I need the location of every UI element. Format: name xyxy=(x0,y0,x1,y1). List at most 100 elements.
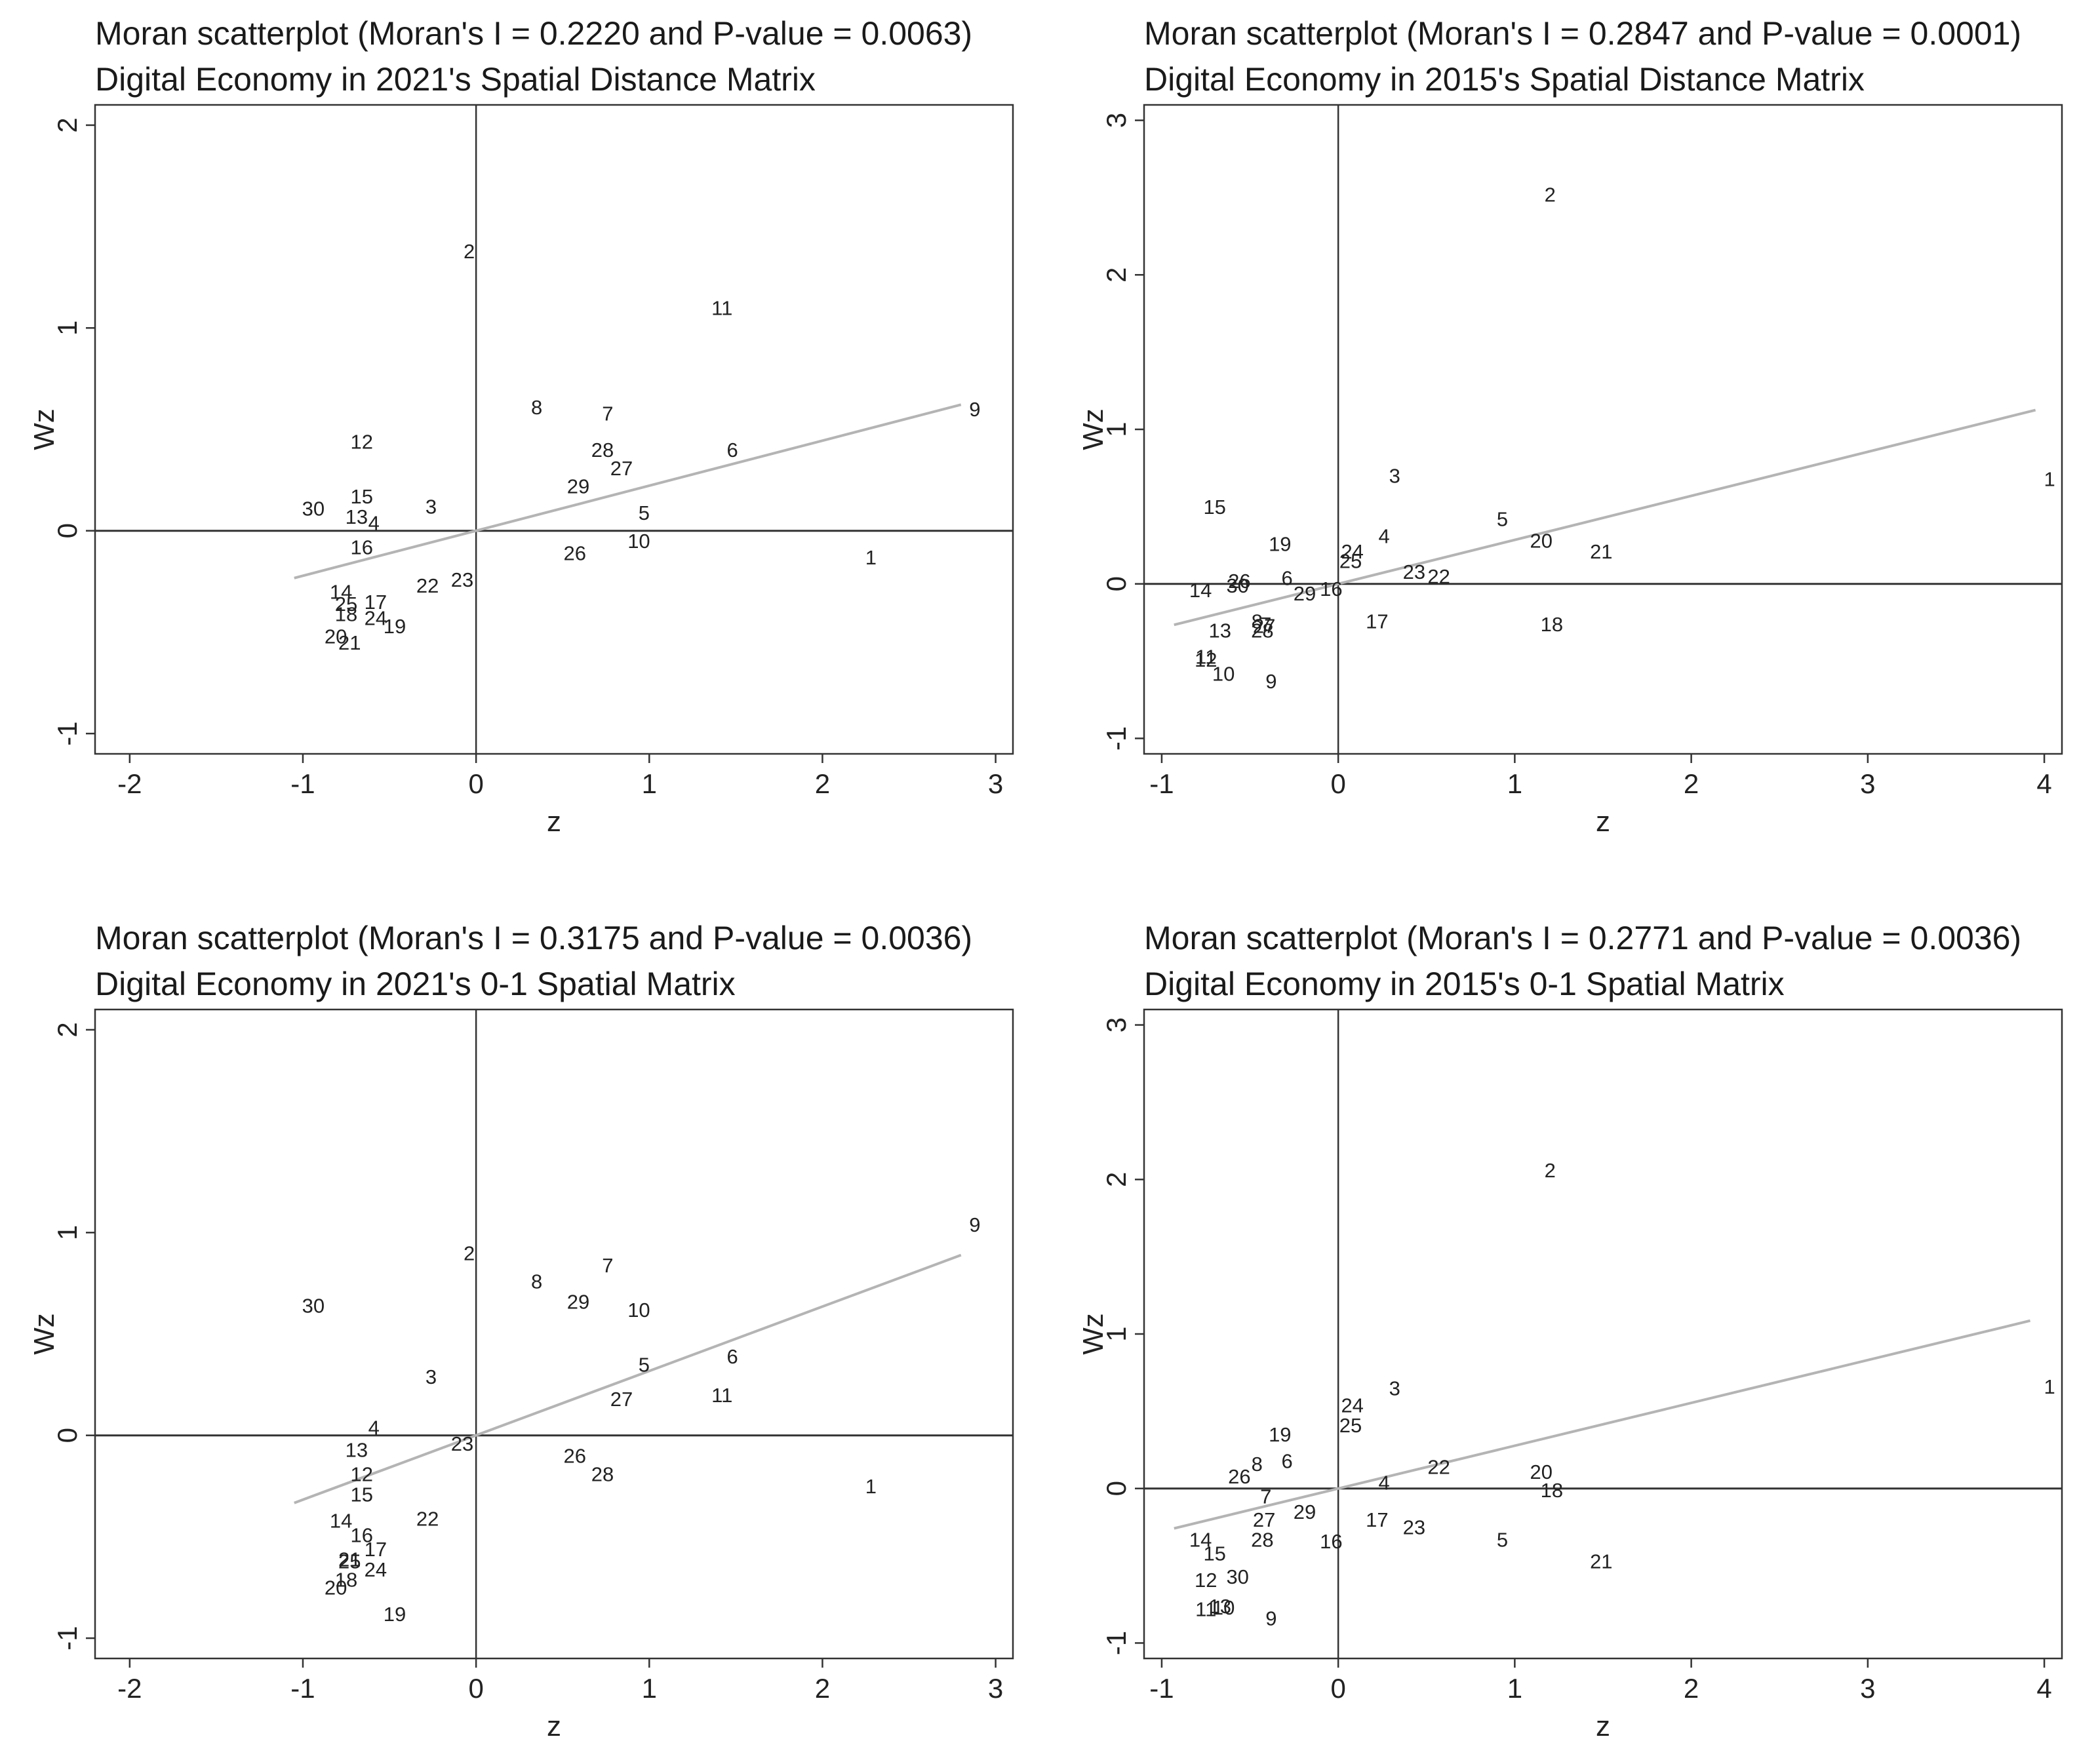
x-tick-label: 1 xyxy=(642,768,657,799)
y-axis-title: Wz xyxy=(28,1313,60,1355)
point-label: 27 xyxy=(1253,1508,1275,1531)
point-label: 11 xyxy=(1195,1598,1216,1621)
point-label: 15 xyxy=(1203,1542,1225,1565)
point-label: 25 xyxy=(1339,549,1362,572)
x-tick-label: 2 xyxy=(1684,1673,1699,1704)
plot-frame xyxy=(94,104,1014,755)
point-label: 17 xyxy=(365,1538,387,1561)
x-tick-label: 3 xyxy=(988,768,1003,799)
point-label: 29 xyxy=(1294,582,1316,605)
point-label: 28 xyxy=(591,439,614,461)
x-tick-label: -1 xyxy=(290,768,315,799)
point-label: 21 xyxy=(338,1548,361,1571)
point-label: 26 xyxy=(1228,570,1250,593)
point-label: 21 xyxy=(338,631,361,654)
x-tick-label: 3 xyxy=(1860,1673,1875,1704)
x-tick-label: 0 xyxy=(468,768,483,799)
point-label: 4 xyxy=(1379,525,1390,548)
point-label: 4 xyxy=(1379,1471,1390,1494)
point-label: 14 xyxy=(330,1510,352,1533)
regression-line xyxy=(294,1253,962,1504)
point-label: 24 xyxy=(1341,1394,1363,1417)
point-label: 27 xyxy=(1253,614,1275,637)
x-tick-label: 1 xyxy=(642,1673,657,1704)
point-label: 29 xyxy=(567,475,589,498)
point-label: 2 xyxy=(1545,184,1556,206)
point-label: 28 xyxy=(1251,619,1273,642)
chart-title: Moran scatterplot (Moran's I = 0.3175 an… xyxy=(95,920,973,956)
point-label: 3 xyxy=(426,1365,437,1388)
point-label: 1 xyxy=(865,1475,877,1498)
point-label: 10 xyxy=(627,1299,650,1322)
point-label: 28 xyxy=(591,1462,614,1485)
point-label: 16 xyxy=(1320,1530,1342,1553)
point-label: 21 xyxy=(1590,1550,1612,1573)
x-tick-label: -1 xyxy=(1149,1673,1174,1704)
x-tick-label: 4 xyxy=(2036,1673,2051,1704)
point-label: 8 xyxy=(1252,610,1263,633)
point-label: 12 xyxy=(351,1462,373,1485)
y-tick-label: 0 xyxy=(1101,1481,1132,1496)
point-label: 3 xyxy=(1389,465,1400,488)
point-label: 15 xyxy=(1203,496,1225,519)
point-label: 24 xyxy=(1341,540,1363,563)
point-label: 24 xyxy=(365,1558,387,1581)
point-label: 17 xyxy=(1366,610,1388,633)
point-label: 29 xyxy=(567,1291,589,1314)
x-tick-label: 4 xyxy=(2036,768,2051,799)
point-label: 9 xyxy=(1265,1607,1277,1630)
point-label: 11 xyxy=(711,296,732,319)
y-tick-label: 2 xyxy=(1101,267,1132,283)
point-label: 6 xyxy=(1281,1449,1292,1472)
point-label: 19 xyxy=(1269,1423,1291,1446)
point-label: 12 xyxy=(351,431,373,454)
point-label: 7 xyxy=(1260,1485,1271,1508)
point-label: 14 xyxy=(330,581,352,604)
point-label: 16 xyxy=(1320,578,1342,600)
x-tick-label: 2 xyxy=(1684,768,1699,799)
point-label: 23 xyxy=(451,568,473,591)
scatter-plot: -1 0 1 2 3 4-10123zWz123456789101112131415161… xyxy=(1077,104,2063,838)
point-label: 20 xyxy=(325,1577,347,1599)
point-label: 22 xyxy=(1427,565,1450,588)
point-label: 4 xyxy=(368,1416,380,1439)
point-label: 11 xyxy=(1195,646,1216,669)
y-tick-label: 2 xyxy=(52,1022,83,1037)
x-tick-label: 0 xyxy=(468,1673,483,1704)
point-label: 30 xyxy=(1226,574,1248,597)
x-tick-label: 2 xyxy=(815,1673,830,1704)
chart-subtitle: Digital Economy in 2015's 0-1 Spatial Ma… xyxy=(1144,966,1785,1002)
point-label: 22 xyxy=(416,574,439,597)
point-label: 14 xyxy=(1189,1529,1212,1552)
point-label: 27 xyxy=(610,1388,633,1411)
point-label: 9 xyxy=(1265,670,1277,693)
point-label: 19 xyxy=(1269,532,1291,555)
y-tick-label: 1 xyxy=(52,321,83,336)
plot-frame xyxy=(1143,104,2063,755)
chart-title: Moran scatterplot (Moran's I = 0.2220 an… xyxy=(95,15,973,52)
y-tick-label: 1 xyxy=(52,1225,83,1240)
x-axis-title: z xyxy=(1596,1710,1610,1742)
point-label: 13 xyxy=(346,1438,368,1461)
point-label: 20 xyxy=(325,625,347,648)
point-label: 23 xyxy=(1403,1516,1425,1539)
point-label: 1 xyxy=(2044,1375,2055,1398)
point-label: 27 xyxy=(610,457,633,480)
point-label: 30 xyxy=(1226,1565,1248,1588)
point-label: 18 xyxy=(1541,1479,1563,1502)
point-label: 23 xyxy=(1403,560,1425,583)
x-axis-title: z xyxy=(547,806,561,838)
y-tick-label: -1 xyxy=(52,1626,83,1650)
chart-subtitle: Digital Economy in 2021's Spatial Distan… xyxy=(95,61,816,98)
point-label: 13 xyxy=(1209,619,1231,642)
x-tick-label: 3 xyxy=(1860,768,1875,799)
point-label: 26 xyxy=(563,1445,585,1468)
point-label: 15 xyxy=(351,485,373,508)
y-axis-title: Wz xyxy=(1077,1313,1109,1355)
point-label: 8 xyxy=(531,396,542,419)
point-label: 14 xyxy=(1189,579,1212,602)
point-label: 20 xyxy=(1530,530,1553,553)
point-label: 19 xyxy=(384,615,406,638)
x-axis-title: z xyxy=(1596,806,1610,838)
